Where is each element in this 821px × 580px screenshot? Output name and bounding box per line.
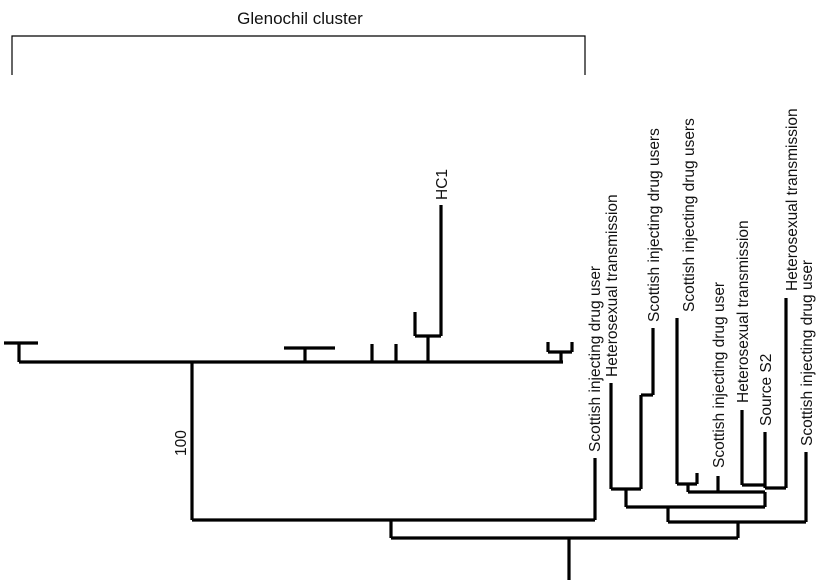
leaf-label-1: Scottish injecting drug user: [587, 266, 604, 452]
leaf-label-6: Heterosexual transmission: [735, 220, 752, 403]
leaf-label-3: Scottish injecting drug users: [646, 128, 663, 322]
bootstrap-label: 100: [173, 430, 190, 456]
leaf-label-9: Scottish injecting drug user: [799, 260, 816, 446]
leaf-label-4: Scottish injecting drug users: [681, 118, 698, 312]
right-tick: [546, 342, 574, 362]
leaf-label-hc1: HC1: [434, 169, 451, 200]
leaf-label-2: Heterosexual transmission: [604, 194, 621, 377]
glenochil-cluster-bracket: [11, 35, 586, 75]
leaf-label-8: Heterosexual transmission: [784, 108, 801, 291]
cluster-label: Glenochil cluster: [237, 9, 363, 28]
leaf-label-7: Source S2: [758, 354, 775, 426]
leaf-label-5: Scottish injecting drug user: [711, 282, 728, 468]
tree-branches: [4, 205, 808, 580]
